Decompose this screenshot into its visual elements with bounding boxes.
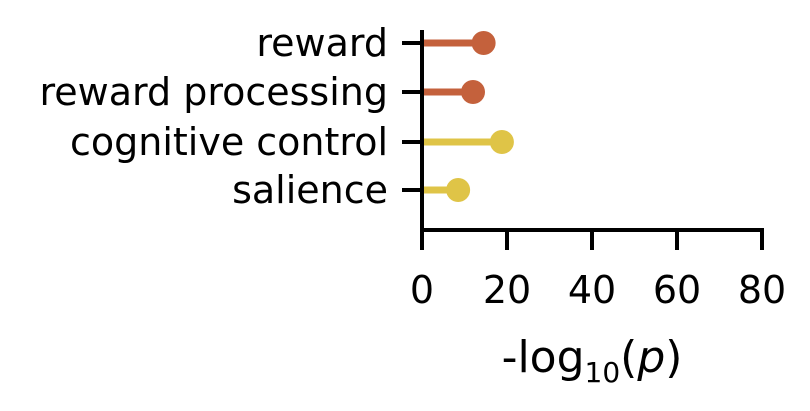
x-tick-label: 20 (483, 268, 531, 312)
x-axis-title-open-paren: ( (620, 332, 637, 383)
lollipop-dot (461, 80, 485, 104)
x-tick-label: 60 (653, 268, 701, 312)
lollipop-dot (471, 31, 496, 55)
lollipop-dots (446, 31, 514, 202)
x-tick-label: 40 (568, 268, 616, 312)
x-axis-title: -log10(p) (502, 332, 683, 389)
y-tick-label: salience (232, 168, 388, 212)
x-ticks: 0 20 40 60 80 (410, 230, 786, 312)
x-axis-title-variable: p (636, 332, 665, 383)
y-tick-label: reward processing (40, 70, 388, 114)
x-tick-label: 0 (410, 268, 434, 312)
lollipop-dot (446, 178, 471, 202)
y-tick-label: reward (256, 21, 388, 65)
lollipop-stems (422, 39, 502, 194)
y-ticks: reward reward processing cognitive control… (40, 21, 422, 212)
x-axis-title-close-paren: ) (665, 332, 682, 383)
x-tick-label: 80 (738, 268, 786, 312)
x-axis-title-prefix: -log (502, 332, 585, 383)
chart-axes (420, 30, 764, 232)
x-axis-title-subscript: 10 (585, 356, 621, 389)
lollipop-dot (489, 130, 514, 154)
y-tick-label: cognitive control (70, 120, 388, 164)
